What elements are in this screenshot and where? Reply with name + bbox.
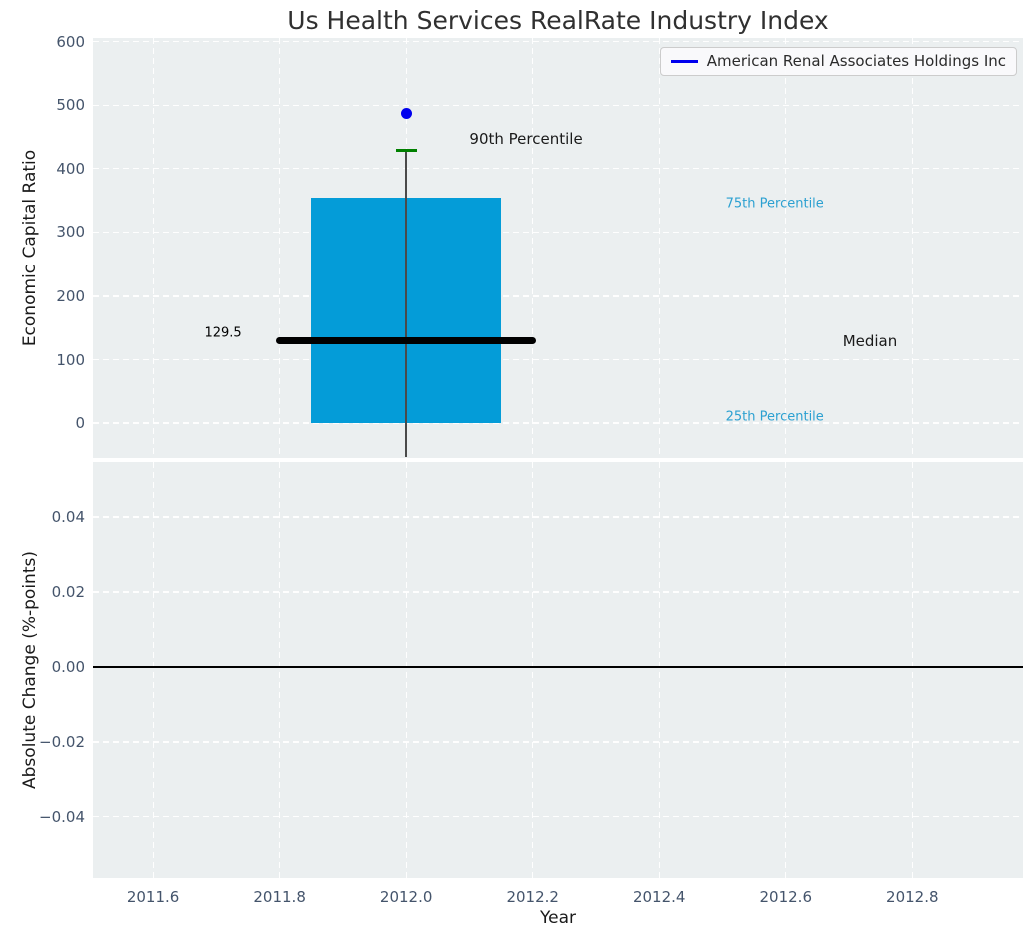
y-tick-label: −0.02 bbox=[39, 732, 85, 751]
gridline-y bbox=[93, 41, 1023, 43]
x-tick-label: 2012.6 bbox=[759, 888, 813, 906]
gridline-y bbox=[93, 741, 1023, 743]
gridline-y bbox=[93, 422, 1023, 424]
x-tick-label: 2012.2 bbox=[506, 888, 559, 906]
y-axis-label-top: Economic Capital Ratio bbox=[20, 149, 40, 347]
axes-bottom bbox=[93, 462, 1023, 878]
y-tick-label: 100 bbox=[56, 350, 85, 369]
gridline-x bbox=[279, 462, 281, 878]
legend-line-swatch bbox=[670, 59, 698, 63]
y-tick-label: 0.00 bbox=[51, 658, 85, 676]
y-tick-label: 0 bbox=[75, 414, 85, 433]
annotation-25th-percentile: 25th Percentile bbox=[725, 409, 824, 425]
gridline-y bbox=[93, 591, 1023, 593]
company-data-point bbox=[400, 108, 412, 120]
axes-top: 129.5 90th Percentile Median 75th Percentil… bbox=[93, 38, 1023, 458]
annotation-129-5: 129.5 bbox=[204, 325, 242, 341]
gridline-x bbox=[152, 462, 154, 878]
annotation-90th-percentile: 90th Percentile bbox=[469, 130, 583, 149]
legend: American Renal Associates Holdings Inc bbox=[659, 47, 1017, 76]
whisker-line bbox=[405, 150, 407, 457]
x-tick-label: 2012.4 bbox=[632, 888, 686, 906]
y-axis-label-bottom: Absolute Change (%-points) bbox=[20, 551, 40, 789]
x-tick-label: 2011.8 bbox=[253, 888, 306, 906]
p90-marker bbox=[395, 148, 417, 152]
gridline-x bbox=[911, 38, 913, 458]
gridline-x bbox=[279, 38, 281, 458]
gridline-x bbox=[785, 38, 787, 458]
gridline-x bbox=[658, 462, 660, 878]
x-tick-label: 2012.0 bbox=[379, 888, 433, 906]
gridline-y bbox=[93, 168, 1023, 170]
gridline-y bbox=[93, 231, 1023, 234]
x-axis-label: Year bbox=[540, 908, 576, 928]
gridline-x bbox=[785, 462, 787, 878]
gridline-x bbox=[658, 38, 660, 458]
gridline-x bbox=[532, 38, 534, 458]
gridline-x bbox=[911, 462, 913, 878]
y-tick-label: 200 bbox=[56, 286, 85, 305]
y-tick-label: −0.04 bbox=[39, 807, 85, 826]
gridline-x bbox=[152, 38, 154, 458]
annotation-75th-percentile: 75th Percentile bbox=[725, 196, 824, 212]
gridline-y bbox=[93, 516, 1023, 518]
chart-title: Us Health Services RealRate Industry Ind… bbox=[287, 6, 829, 35]
y-tick-label: 600 bbox=[56, 32, 85, 51]
gridline-y bbox=[93, 358, 1023, 361]
y-tick-label: 300 bbox=[56, 223, 85, 242]
y-tick-label: 500 bbox=[56, 96, 85, 115]
annotation-median: Median bbox=[842, 331, 898, 350]
gridline-x bbox=[405, 462, 407, 878]
median-line bbox=[276, 337, 536, 345]
gridline-y bbox=[93, 104, 1023, 106]
y-tick-label: 400 bbox=[56, 159, 85, 178]
x-tick-label: 2011.6 bbox=[126, 888, 180, 906]
y-tick-label: 0.04 bbox=[51, 508, 85, 527]
y-tick-label: 0.02 bbox=[51, 583, 85, 602]
gridline-y bbox=[93, 295, 1023, 297]
gridline-y bbox=[93, 816, 1023, 818]
zero-line bbox=[93, 666, 1023, 668]
gridline-x bbox=[532, 462, 534, 878]
legend-label: American Renal Associates Holdings Inc bbox=[706, 52, 1006, 70]
x-tick-label: 2012.8 bbox=[886, 888, 939, 906]
